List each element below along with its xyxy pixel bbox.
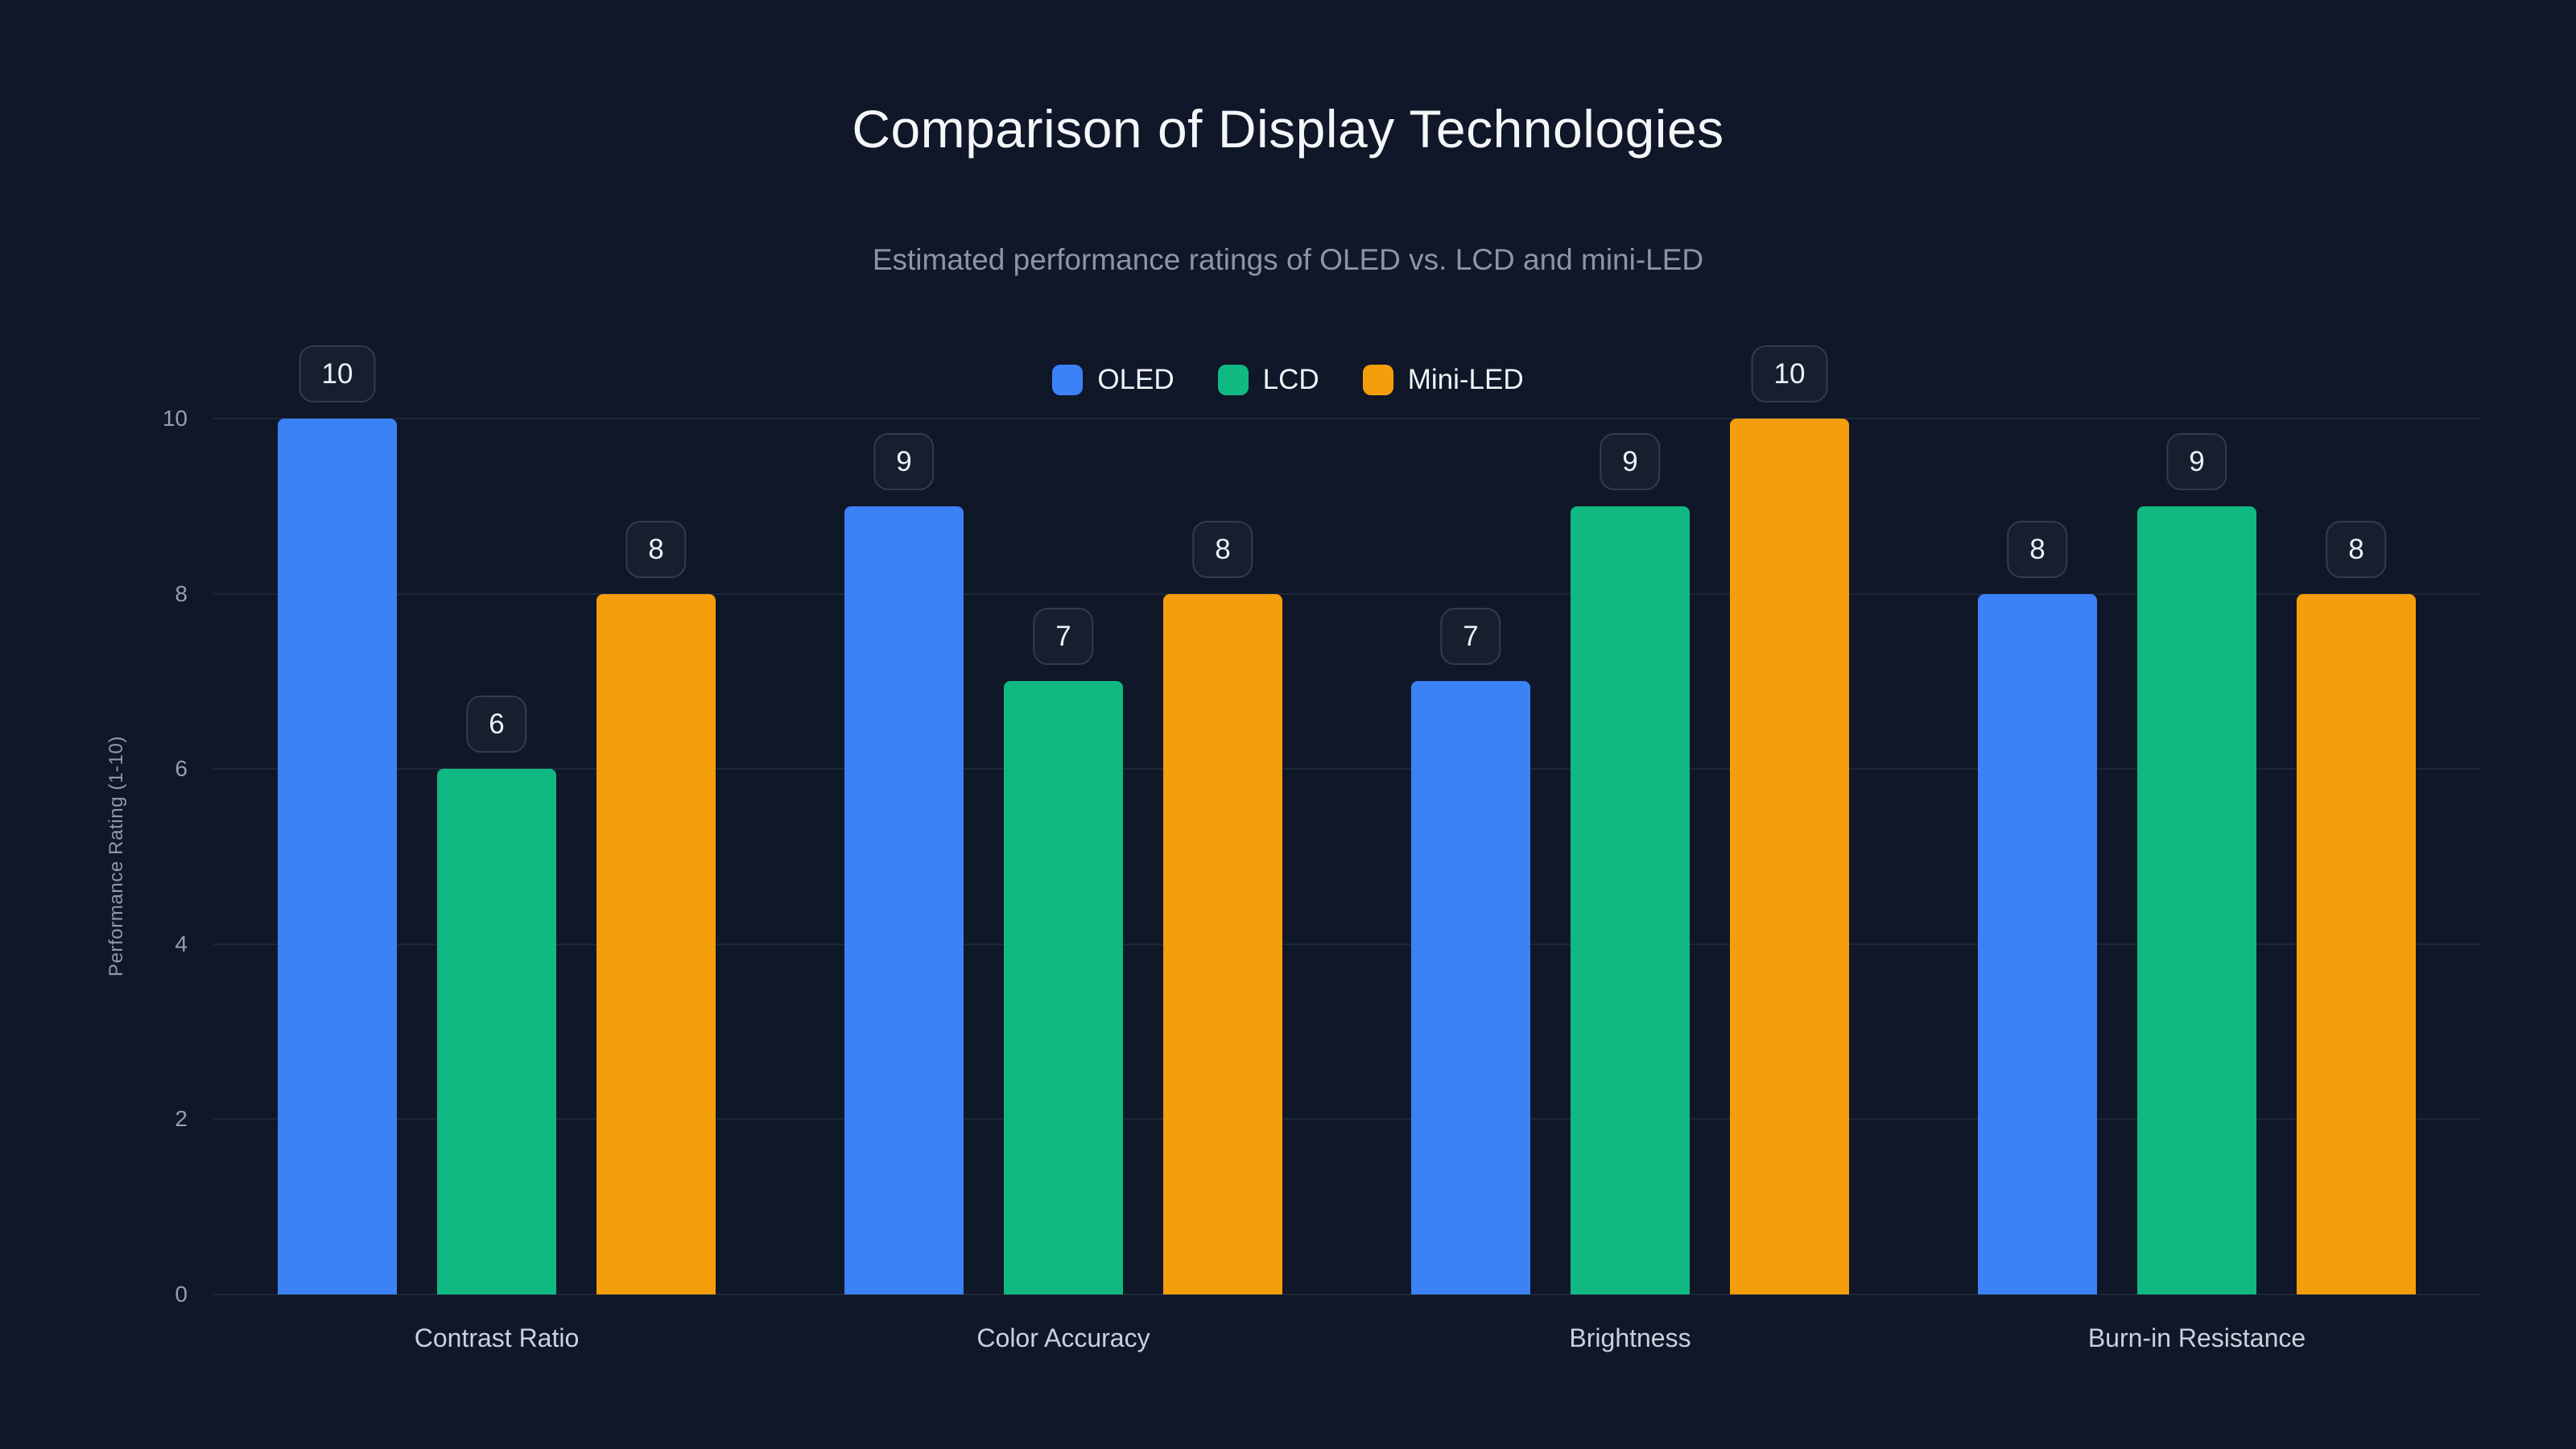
bar-group-contrast-ratio: 10 6 8: [213, 345, 780, 1294]
bar-chart: Performance Rating (1-10) 0 2 4 6 8 10 10 6 8 9 7…: [105, 345, 2480, 1352]
x-axis-labels: Contrast Ratio Color Accuracy Brightness Bu…: [213, 1323, 2480, 1353]
y-tick-label-10: 10: [162, 406, 188, 431]
chart-title: Comparison of Display Technologies: [852, 99, 1724, 159]
value-label-mini-led-brightness: 10: [1751, 345, 1828, 402]
plot-area: 10 6 8 9 7 8 7 9 10 8 9 8: [213, 345, 2480, 1294]
gridline-y-6: [213, 768, 2480, 770]
y-tick-label-0: 0: [175, 1282, 188, 1307]
bar-group-brightness: 7 9 10: [1347, 345, 1913, 1294]
bar-lcd-contrast-ratio[interactable]: 6: [437, 696, 556, 1294]
legend-swatch-lcd: [1217, 365, 1249, 395]
y-tick-label-2: 2: [175, 1106, 188, 1132]
value-label-mini-led-color-accuracy: 8: [1192, 520, 1253, 578]
gridline-y-4: [213, 943, 2480, 945]
y-axis-ticks: 0 2 4 6 8 10: [107, 406, 188, 1307]
value-label-oled-color-accuracy: 9: [873, 432, 935, 490]
value-label-lcd-burn-in-resistance: 9: [2166, 432, 2227, 490]
x-axis-label-contrast-ratio: Contrast Ratio: [414, 1323, 580, 1352]
legend-label-lcd: LCD: [1262, 364, 1319, 395]
chart-subtitle: Estimated performance ratings of OLED vs…: [872, 243, 1704, 276]
gridline-y-8: [213, 592, 2480, 595]
bar-group-color-accuracy: 9 7 8: [780, 419, 1347, 1294]
bar-lcd-brightness[interactable]: 9: [1571, 432, 1690, 1294]
legend-item-mini-led[interactable]: Mini-LED: [1362, 364, 1524, 396]
value-label-oled-brightness: 7: [1440, 608, 1501, 666]
gridline-y-10: [213, 418, 2480, 419]
value-label-mini-led-burn-in-resistance: 8: [2326, 520, 2387, 578]
bar-oled-brightness[interactable]: 7: [1411, 608, 1530, 1294]
legend: OLED LCD Mini-LED: [0, 364, 2576, 396]
value-label-oled-burn-in-resistance: 8: [2007, 520, 2068, 578]
y-tick-label-4: 4: [175, 931, 188, 956]
legend-swatch-mini-led: [1362, 365, 1393, 395]
legend-label-mini-led: Mini-LED: [1407, 364, 1524, 395]
bar-oled-burn-in-resistance[interactable]: 8: [1978, 520, 2097, 1294]
x-axis-label-color-accuracy: Color Accuracy: [976, 1323, 1150, 1352]
bar-mini-led-contrast-ratio[interactable]: 8: [597, 520, 716, 1294]
legend-item-lcd[interactable]: LCD: [1217, 364, 1319, 396]
bar-oled-contrast-ratio[interactable]: 10: [278, 345, 397, 1294]
x-axis-label-burn-in-resistance: Burn-in Resistance: [2087, 1323, 2306, 1352]
value-label-lcd-contrast-ratio: 6: [466, 696, 527, 753]
value-label-lcd-color-accuracy: 7: [1033, 608, 1094, 666]
bar-group-burn-in-resistance: 8 9 8: [1913, 419, 2480, 1294]
bar-mini-led-brightness[interactable]: 10: [1730, 345, 1849, 1294]
y-tick-label-8: 8: [175, 580, 188, 606]
bar-lcd-burn-in-resistance[interactable]: 9: [2137, 432, 2256, 1294]
grid-layer: [213, 418, 2480, 1295]
gridline-y-2: [213, 1118, 2480, 1121]
value-label-mini-led-contrast-ratio: 8: [625, 520, 687, 578]
gridline-y-0: [213, 1294, 2480, 1295]
legend-label-oled: OLED: [1097, 364, 1174, 395]
bar-lcd-color-accuracy[interactable]: 7: [1004, 608, 1123, 1294]
bar-oled-color-accuracy[interactable]: 9: [844, 432, 964, 1294]
legend-item-oled[interactable]: OLED: [1052, 364, 1174, 396]
y-tick-label-6: 6: [175, 756, 188, 782]
bar-mini-led-color-accuracy[interactable]: 8: [1163, 520, 1282, 1294]
legend-swatch-oled: [1052, 365, 1084, 395]
value-label-lcd-brightness: 9: [1600, 432, 1661, 490]
x-axis-label-brightness: Brightness: [1569, 1323, 1691, 1352]
value-label-oled-contrast-ratio: 10: [299, 345, 376, 402]
bar-mini-led-burn-in-resistance[interactable]: 8: [2297, 520, 2416, 1294]
